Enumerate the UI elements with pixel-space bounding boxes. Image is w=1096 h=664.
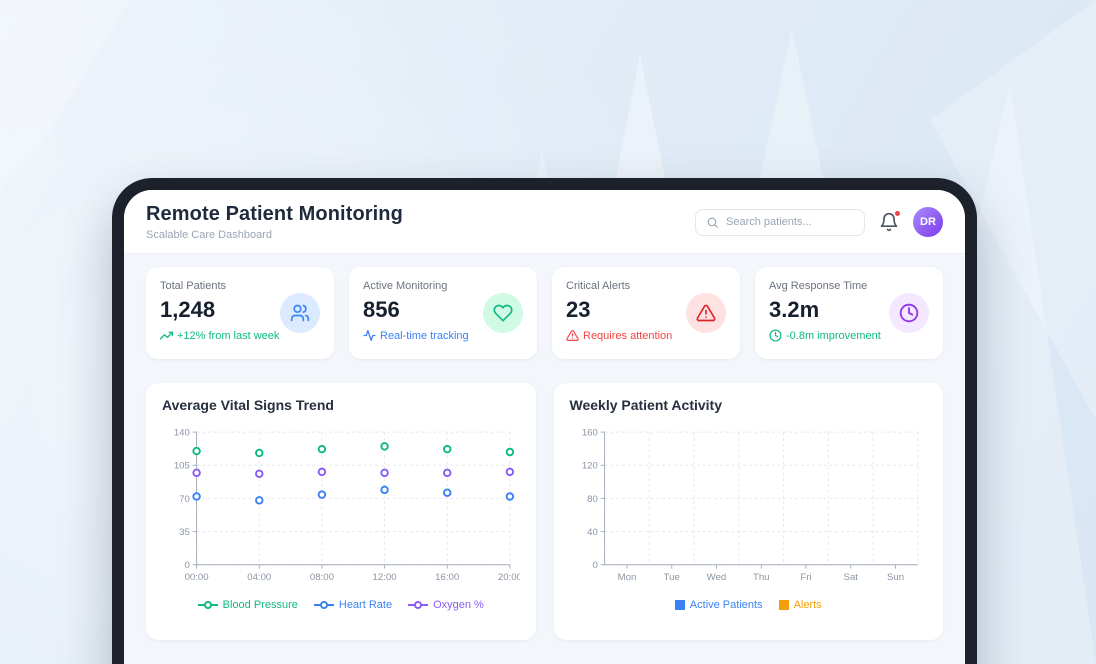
legend-item: Alerts (778, 599, 822, 611)
stat-text: Active Monitoring 856 Real-time tracking (363, 280, 469, 346)
svg-text:120: 120 (581, 461, 597, 472)
svg-text:Fri: Fri (800, 572, 811, 583)
charts-row: Average Vital Signs Trend 0 35 70 105 140 00:… (146, 383, 943, 640)
stat-footer: +12% from last week (160, 329, 279, 342)
notification-dot (894, 210, 901, 217)
stat-value: 1,248 (160, 297, 216, 322)
svg-text:35: 35 (179, 527, 190, 538)
chart-title: Weekly Patient Activity (569, 397, 723, 413)
stat-footer-text: Real-time tracking (380, 329, 469, 342)
alert-triangle-icon (566, 329, 579, 341)
stat-card-active-monitoring: Active Monitoring 856 Real-time tracking (349, 267, 537, 359)
stats-row: Total Patients 1,248 +12% from last week… (146, 267, 943, 359)
stat-footer: -0.8m improvement (769, 329, 881, 342)
device-frame: Remote Patient Monitoring Scalable Care … (112, 178, 977, 664)
avatar[interactable]: DR (913, 207, 943, 237)
dashboard-header: Remote Patient Monitoring Scalable Care … (124, 190, 965, 254)
dashboard-main: Total Patients 1,248 +12% from last week… (124, 254, 965, 664)
stat-label: Critical Alerts (566, 280, 631, 292)
stat-label: Avg Response Time (769, 280, 868, 292)
title-block: Remote Patient Monitoring Scalable Care … (146, 203, 403, 241)
stat-card-critical-alerts: Critical Alerts 23 Requires attention (552, 267, 740, 359)
stat-footer: Real-time tracking (363, 329, 469, 342)
stat-text: Total Patients 1,248 +12% from last week (160, 280, 279, 346)
alert-triangle-icon (686, 293, 726, 333)
svg-text:04:00: 04:00 (247, 572, 271, 583)
svg-text:105: 105 (174, 461, 190, 472)
stat-footer-text: -0.8m improvement (786, 329, 881, 342)
weekly-activity-legend: Active Patients Alerts (570, 599, 928, 611)
stat-footer: Requires attention (566, 329, 672, 342)
stat-value: 856 (363, 297, 400, 322)
page-title: Remote Patient Monitoring (146, 203, 403, 225)
stat-footer-text: +12% from last week (177, 329, 280, 342)
legend-label: Heart Rate (338, 599, 393, 611)
legend-swatch (313, 601, 334, 609)
vital-signs-chart[interactable]: 0 35 70 105 140 00:00 04:00 08:00 12:00 16:00 20:0… (162, 421, 520, 597)
users-icon (280, 293, 320, 333)
chart-title: Average Vital Signs Trend (162, 397, 334, 413)
legend-label: Active Patients (689, 599, 763, 611)
legend-item: Blood Pressure (197, 599, 298, 611)
stat-label: Active Monitoring (363, 280, 448, 292)
svg-text:Thu: Thu (752, 572, 769, 583)
svg-text:Sun: Sun (886, 572, 903, 583)
legend-swatch (408, 601, 429, 609)
svg-text:00:00: 00:00 (185, 572, 209, 583)
legend-swatch (674, 600, 685, 610)
stat-text: Critical Alerts 23 Requires attention (566, 280, 672, 346)
stat-label: Total Patients (160, 280, 227, 292)
svg-text:Wed: Wed (706, 572, 726, 583)
weekly-activity-chart[interactable]: 0 40 80 120 160 Mon Tue Wed Thu Fri Sat Sun (570, 421, 928, 597)
legend-item: Heart Rate (313, 599, 393, 611)
page-subtitle: Scalable Care Dashboard (146, 229, 272, 241)
svg-text:12:00: 12:00 (373, 572, 397, 583)
legend-item: Active Patients (674, 599, 763, 611)
dashboard-screen: Remote Patient Monitoring Scalable Care … (124, 190, 965, 664)
svg-text:0: 0 (592, 560, 597, 571)
legend-label: Oxygen % (433, 599, 484, 611)
clock-icon (889, 293, 929, 333)
trending-up-icon (160, 331, 173, 340)
svg-text:Sat: Sat (843, 572, 858, 583)
svg-text:40: 40 (587, 527, 598, 538)
stat-footer-text: Requires attention (583, 329, 673, 342)
legend-swatch (197, 601, 218, 609)
bell-icon (880, 212, 898, 232)
notifications-button[interactable] (879, 210, 901, 232)
clock-icon (769, 329, 782, 342)
search-box[interactable] (695, 208, 865, 236)
svg-text:140: 140 (174, 427, 190, 438)
legend-swatch (778, 600, 789, 610)
svg-text:70: 70 (179, 494, 190, 505)
svg-text:160: 160 (581, 427, 597, 438)
vital-signs-legend: Blood Pressure Heart Rate Oxygen % (162, 599, 520, 611)
svg-text:16:00: 16:00 (435, 572, 459, 583)
vital-signs-chart-card: Average Vital Signs Trend 0 35 70 105 140 00:… (146, 383, 536, 640)
stat-value: 3.2m (769, 297, 820, 322)
search-icon (707, 217, 718, 228)
svg-text:Tue: Tue (663, 572, 679, 583)
svg-text:20:00: 20:00 (498, 572, 520, 583)
svg-text:Mon: Mon (617, 572, 636, 583)
search-input[interactable] (726, 216, 854, 228)
header-actions: DR (695, 207, 943, 237)
svg-text:08:00: 08:00 (310, 572, 334, 583)
heart-icon (483, 293, 523, 333)
legend-label: Alerts (793, 599, 822, 611)
stat-text: Avg Response Time 3.2m -0.8m improvement (769, 280, 881, 346)
activity-icon (363, 329, 376, 342)
legend-item: Oxygen % (408, 599, 484, 611)
weekly-activity-chart-card: Weekly Patient Activity 0 40 80 120 160 Mon Tu… (553, 383, 943, 640)
legend-label: Blood Pressure (222, 599, 298, 611)
svg-text:80: 80 (587, 494, 598, 505)
stat-card-avg-response-time: Avg Response Time 3.2m -0.8m improvement (755, 267, 943, 359)
stat-value: 23 (566, 297, 591, 322)
svg-text:0: 0 (185, 560, 190, 571)
stat-card-total-patients: Total Patients 1,248 +12% from last week (146, 267, 334, 359)
